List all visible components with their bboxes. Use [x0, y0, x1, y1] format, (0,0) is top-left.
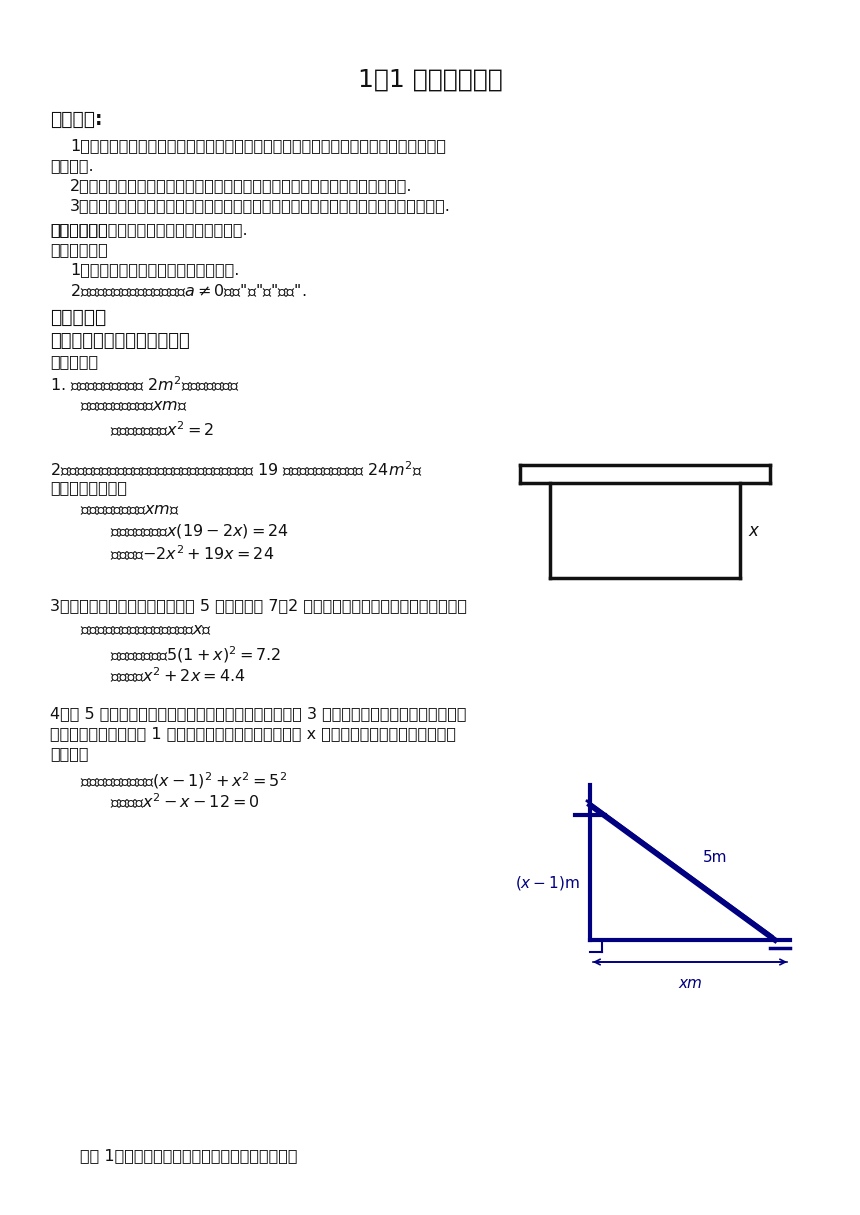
- Text: 3．我校图书馆的藏书在两年内从 5 万册增加到 7．2 万册，平均每年增长的百分率是多少？: 3．我校图书馆的藏书在两年内从 5 万册增加到 7．2 万册，平均每年增长的百分…: [50, 598, 467, 614]
- Text: 量关系？: 量关系？: [50, 746, 89, 761]
- Text: 教学目标:: 教学目标:: [50, 111, 102, 129]
- Text: 问题 1．这些方程属于我们学过的某一类方程吗？: 问题 1．这些方程属于我们学过的某一类方程吗？: [80, 1148, 298, 1163]
- Text: $(x-1)$m: $(x-1)$m: [515, 874, 580, 892]
- Text: 整理得：$x^2 + 2x = 4.4$: 整理得：$x^2 + 2x = 4.4$: [110, 666, 246, 685]
- Text: 3．通过对一元二次方程概念的教学，培养学生严谨的科学态度，让学生体验数学的简洁.: 3．通过对一元二次方程概念的教学，培养学生严谨的科学态度，让学生体验数学的简洁.: [70, 198, 451, 213]
- Text: 解：根据题意可得：$(x-1)^2 + x^2 = 5^2$: 解：根据题意可得：$(x-1)^2 + x^2 = 5^2$: [80, 770, 287, 791]
- Text: 1．1 一元二次方程: 1．1 一元二次方程: [358, 68, 502, 92]
- Text: 的顶端与地面的距离多 1 米．设梯子的底端与墙的距离是 x 米，怎样用方程来描述其中的数: 的顶端与地面的距离多 1 米．设梯子的底端与墙的距离是 x 米，怎样用方程来描述…: [50, 727, 456, 741]
- Text: 解：设平均每年增长的百分率是$x$．: 解：设平均每年增长的百分率是$x$．: [80, 622, 212, 637]
- Bar: [520, 465, 770, 484]
- Text: 数学模型.: 数学模型.: [50, 158, 94, 173]
- Text: 5m: 5m: [703, 850, 727, 865]
- Text: 教学过程：: 教学过程：: [50, 307, 107, 327]
- Text: 环节一：创设情境，引入新知: 环节一：创设情境，引入新知: [50, 332, 190, 350]
- Text: 根据题意可得：$x(19 - 2x) = 24$: 根据题意可得：$x(19 - 2x) = 24$: [110, 522, 289, 539]
- Text: 整理得：$-2x^2 + 19x = 24$: 整理得：$-2x^2 + 19x = 24$: [110, 544, 274, 564]
- Text: 2．了解一元二次方程的概念和它的一般形式，会根据实际问题列一元二次方程.: 2．了解一元二次方程的概念和它的一般形式，会根据实际问题列一元二次方程.: [70, 179, 413, 193]
- Text: 问题情境：: 问题情境：: [50, 354, 98, 369]
- Text: 整理得：$x^2 - x - 12 = 0$: 整理得：$x^2 - x - 12 = 0$: [110, 792, 260, 812]
- Text: 1. 正方形桌面的面积是 2$m^2$，求它的边长？: 1. 正方形桌面的面积是 2$m^2$，求它的边长？: [50, 375, 240, 395]
- Text: 解：设花圃的宽为$xm$．: 解：设花圃的宽为$xm$．: [80, 502, 180, 518]
- Text: x: x: [748, 521, 758, 539]
- Text: 解：设正方形边长为$xm$．: 解：设正方形边长为$xm$．: [80, 399, 187, 413]
- Text: 求花圃的长和宽？: 求花圃的长和宽？: [50, 480, 127, 495]
- Text: xm: xm: [678, 976, 702, 991]
- Text: 【教学难点】: 【教学难点】: [50, 242, 108, 258]
- Text: 【教学重点】: 【教学重点】: [50, 222, 108, 237]
- Text: 1．经历由实际问题抽象出一元二次方程的过程，进一步体会方程是刻画现实世界的有效: 1．经历由实际问题抽象出一元二次方程的过程，进一步体会方程是刻画现实世界的有效: [70, 139, 446, 153]
- Text: 【教学重点】一元二次方程的概念和一般形式.: 【教学重点】一元二次方程的概念和一般形式.: [50, 222, 248, 237]
- Text: 1．由实际问题向数学问题的转化过程.: 1．由实际问题向数学问题的转化过程.: [70, 262, 239, 277]
- Text: 2．正确理解和掌握一般式中的$a \neq 0$以及"项"和"系数".: 2．正确理解和掌握一般式中的$a \neq 0$以及"项"和"系数".: [70, 282, 307, 299]
- Text: 4．长 5 米的梯子斜靠在墙上，梯子的底端与墙的距离是 3 米．梯子的底端与墙的距离比梯子: 4．长 5 米的梯子斜靠在墙上，梯子的底端与墙的距离是 3 米．梯子的底端与墙的…: [50, 706, 466, 720]
- Text: 根据题意可得：$5(1+x)^2 = 7.2$: 根据题意可得：$5(1+x)^2 = 7.2$: [110, 644, 280, 665]
- Text: 根据题意可得：$x^2 = 2$: 根据题意可得：$x^2 = 2$: [110, 420, 214, 440]
- Text: 2．矩形花圃一面靠墙，另外三面所围的栅栏的总长度是 19 米．如果花圃的面积是 24$m^2$，: 2．矩形花圃一面靠墙，另外三面所围的栅栏的总长度是 19 米．如果花圃的面积是 …: [50, 460, 422, 480]
